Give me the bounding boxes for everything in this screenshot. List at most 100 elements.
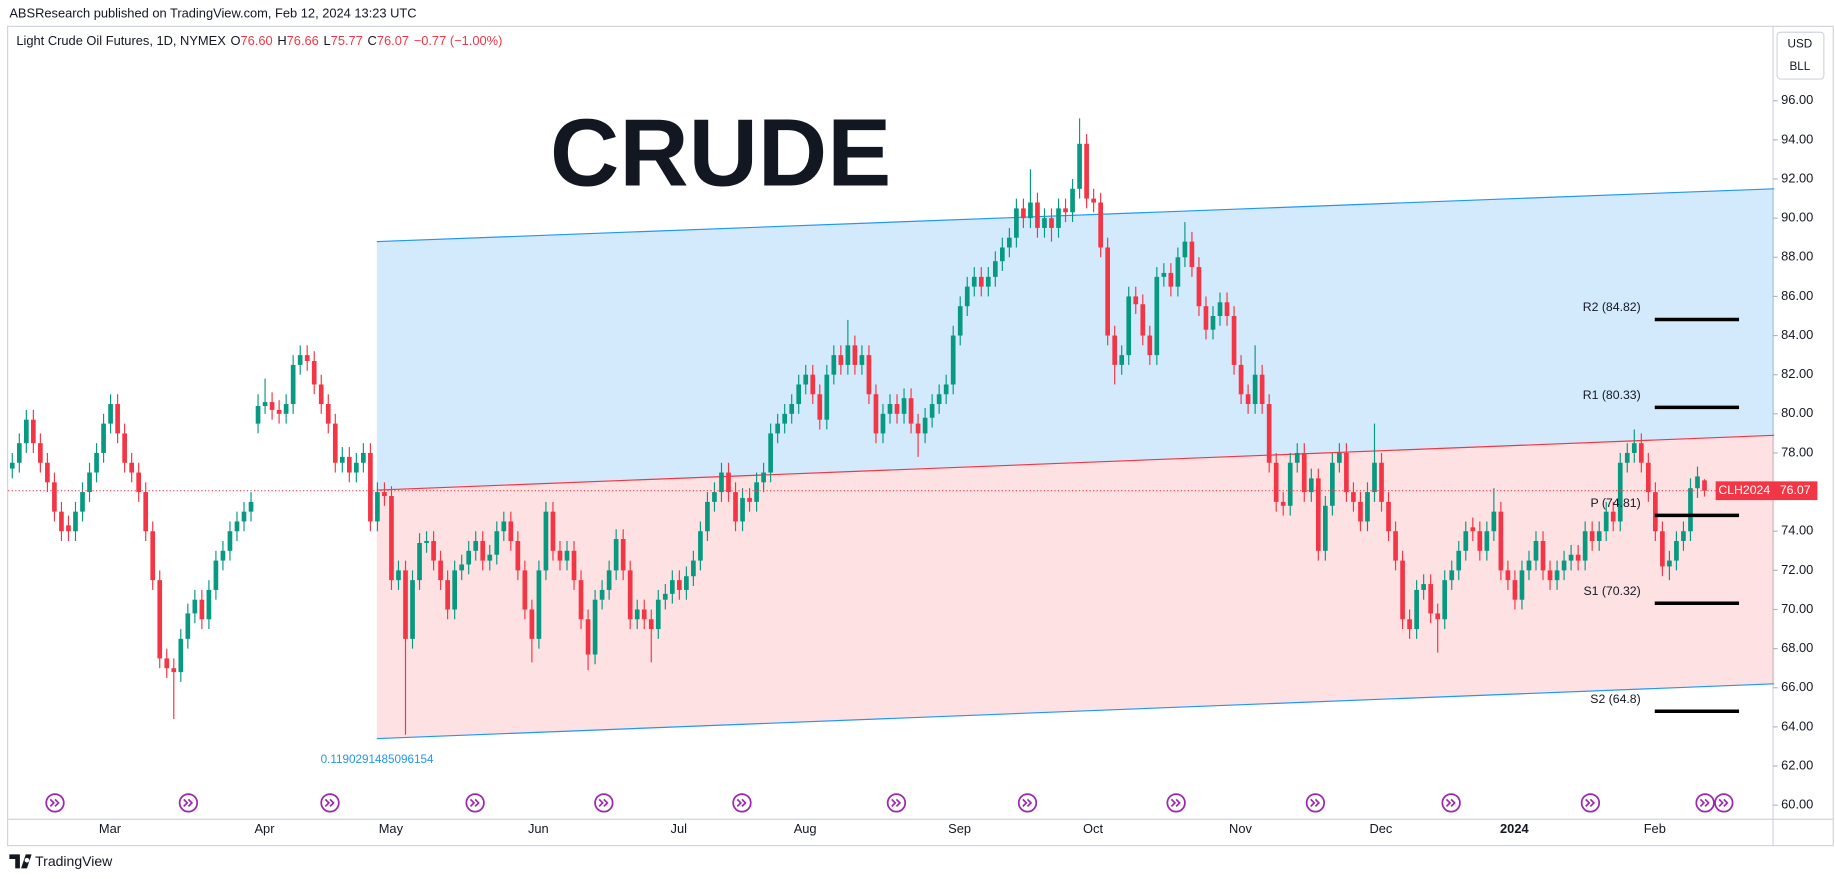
event-arrow [183, 798, 194, 807]
candle-body [880, 413, 886, 434]
candle [831, 345, 837, 385]
event-icon [1695, 793, 1715, 813]
candle-body [438, 560, 443, 581]
candle [585, 609, 591, 671]
event-circle [1441, 793, 1461, 813]
candle [901, 388, 907, 424]
candle [1519, 560, 1525, 610]
candle-body [1407, 619, 1412, 630]
candle-body [31, 419, 36, 444]
legend-key: C [368, 34, 377, 49]
candle [1049, 208, 1054, 242]
candle [971, 267, 977, 297]
unit-box[interactable] [1776, 31, 1825, 80]
candle [1547, 560, 1553, 590]
candle [1512, 570, 1518, 610]
candle-body [1007, 237, 1012, 248]
candle [431, 531, 436, 571]
event-circle [886, 793, 907, 813]
candle [1119, 345, 1125, 375]
candle [1582, 521, 1588, 571]
candle-body [1533, 541, 1539, 561]
candle [978, 267, 984, 297]
candle [740, 488, 745, 532]
candle-body [325, 404, 331, 424]
candle-body [445, 580, 450, 610]
legend-change: −0.77 (−1.00%) [414, 34, 503, 49]
pivot-label: S2 (64.8) [1590, 692, 1640, 706]
candle [1175, 247, 1181, 297]
candle [1477, 521, 1483, 561]
candle [571, 541, 577, 590]
candle [1203, 296, 1209, 340]
candle [1308, 468, 1314, 502]
candle [522, 560, 528, 620]
candle [466, 541, 472, 575]
candle [648, 609, 654, 663]
candle-body [873, 394, 879, 434]
candle [1147, 325, 1153, 365]
candle-body [1035, 202, 1040, 228]
event-circle [1714, 793, 1734, 813]
candle-body [543, 511, 549, 571]
candle [957, 296, 963, 346]
candle-body [45, 462, 50, 483]
candle [9, 452, 15, 479]
candle-body [1653, 492, 1658, 532]
candle-body [339, 456, 345, 463]
candle [1063, 198, 1068, 223]
symbol-tag [1715, 481, 1773, 501]
pivot-label: R1 (80.33) [1583, 388, 1641, 402]
candle [1154, 267, 1160, 365]
candle-body [894, 404, 900, 414]
candle-body [276, 409, 282, 414]
candle-body [417, 542, 422, 581]
candle [838, 345, 844, 375]
candle [866, 345, 872, 405]
candle [564, 541, 570, 571]
candle [487, 544, 493, 571]
logo-icon [9, 854, 32, 869]
candle-body [887, 404, 893, 414]
candle [23, 409, 29, 453]
candle-body [1554, 570, 1560, 581]
candle [669, 570, 675, 604]
candle [1266, 394, 1272, 473]
candle-body [943, 384, 949, 395]
candle-body [361, 452, 366, 463]
candle [1323, 496, 1328, 561]
event-icon [1714, 793, 1734, 813]
candle [1070, 179, 1075, 223]
candle-body [1028, 202, 1033, 219]
candle-body [1519, 570, 1525, 600]
candle-body [396, 570, 401, 581]
candle-body [1484, 531, 1490, 551]
candle-body [768, 433, 773, 473]
candle-body [1702, 480, 1707, 491]
candle [45, 452, 50, 493]
candle-body [845, 345, 851, 365]
candle-body [1667, 560, 1672, 567]
candle [1182, 222, 1188, 268]
candle-body [950, 335, 956, 385]
candle [1112, 325, 1118, 385]
candle [803, 364, 809, 395]
candle [1133, 286, 1139, 315]
candle [1056, 198, 1061, 238]
candle-body [585, 619, 591, 655]
candle [59, 501, 64, 542]
candle [304, 345, 310, 371]
candle [1077, 118, 1082, 199]
candle-body [698, 531, 703, 561]
candle-body [712, 492, 717, 502]
candle-body [1330, 462, 1335, 506]
candle-body [522, 570, 528, 610]
y-tick-label: 72.00 [1781, 562, 1813, 577]
candle-body [1266, 404, 1272, 463]
candle-body [59, 511, 64, 532]
candle-body [1491, 511, 1497, 532]
candle [705, 492, 710, 542]
candle [768, 423, 773, 483]
candle [1463, 521, 1469, 561]
candle [964, 276, 970, 316]
